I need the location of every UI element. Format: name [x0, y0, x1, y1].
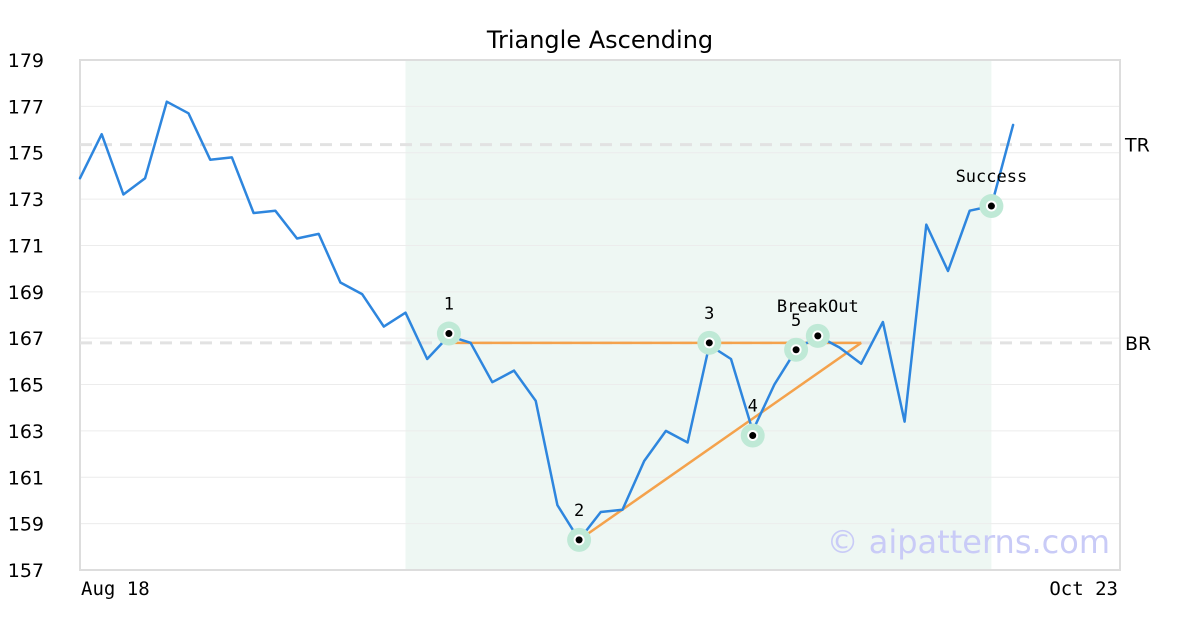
marker-dot-breakout: [814, 332, 822, 340]
y-axis-ticks: 157 159 161 163 165 167 169 171 173 175 177 179: [8, 50, 44, 582]
y-tick-label: 179: [8, 50, 44, 72]
point-label-breakout: BreakOut: [777, 297, 859, 317]
support-line: [578, 341, 862, 541]
highlight-region: [405, 60, 992, 570]
point-label-4: 4: [748, 397, 758, 417]
highlight-rect: [405, 60, 992, 570]
price-line: [78, 100, 1015, 542]
point-label-3: 3: [704, 304, 714, 324]
marker-dot-success: [987, 202, 995, 210]
y-tick-label: 169: [8, 282, 44, 304]
chart-title: Triangle Ascending: [486, 26, 713, 54]
point-label-1: 1: [444, 295, 454, 315]
marker-dot-1: [445, 330, 453, 338]
x-tick-end: Oct 23: [1049, 578, 1118, 600]
y-tick-label: 171: [8, 235, 44, 257]
y-tick-label: 167: [8, 328, 44, 350]
y-tick-label: 163: [8, 421, 44, 443]
y-tick-label: 177: [8, 96, 44, 118]
marker-dot-3: [705, 339, 713, 347]
marker-dot-4: [749, 432, 757, 440]
price-series: [78, 100, 1015, 542]
level-label-br: BR: [1125, 333, 1151, 355]
point-label-2: 2: [574, 501, 584, 521]
y-tick-label: 165: [8, 375, 44, 397]
y-tick-label: 161: [8, 467, 44, 489]
y-tick-label: 173: [8, 189, 44, 211]
y-tick-label: 175: [8, 143, 44, 165]
point-label-success: Success: [956, 167, 1028, 187]
x-tick-start: Aug 18: [81, 578, 150, 600]
point-label-5: 5: [791, 311, 801, 331]
watermark: © aipatterns.com: [827, 523, 1110, 561]
marker-dot-2: [575, 536, 583, 544]
y-tick-label: 157: [8, 560, 44, 582]
marker-dot-5: [792, 346, 800, 354]
plot-frame: [79, 59, 1121, 571]
level-label-tr: TR: [1124, 135, 1150, 157]
y-tick-label: 159: [8, 514, 44, 536]
